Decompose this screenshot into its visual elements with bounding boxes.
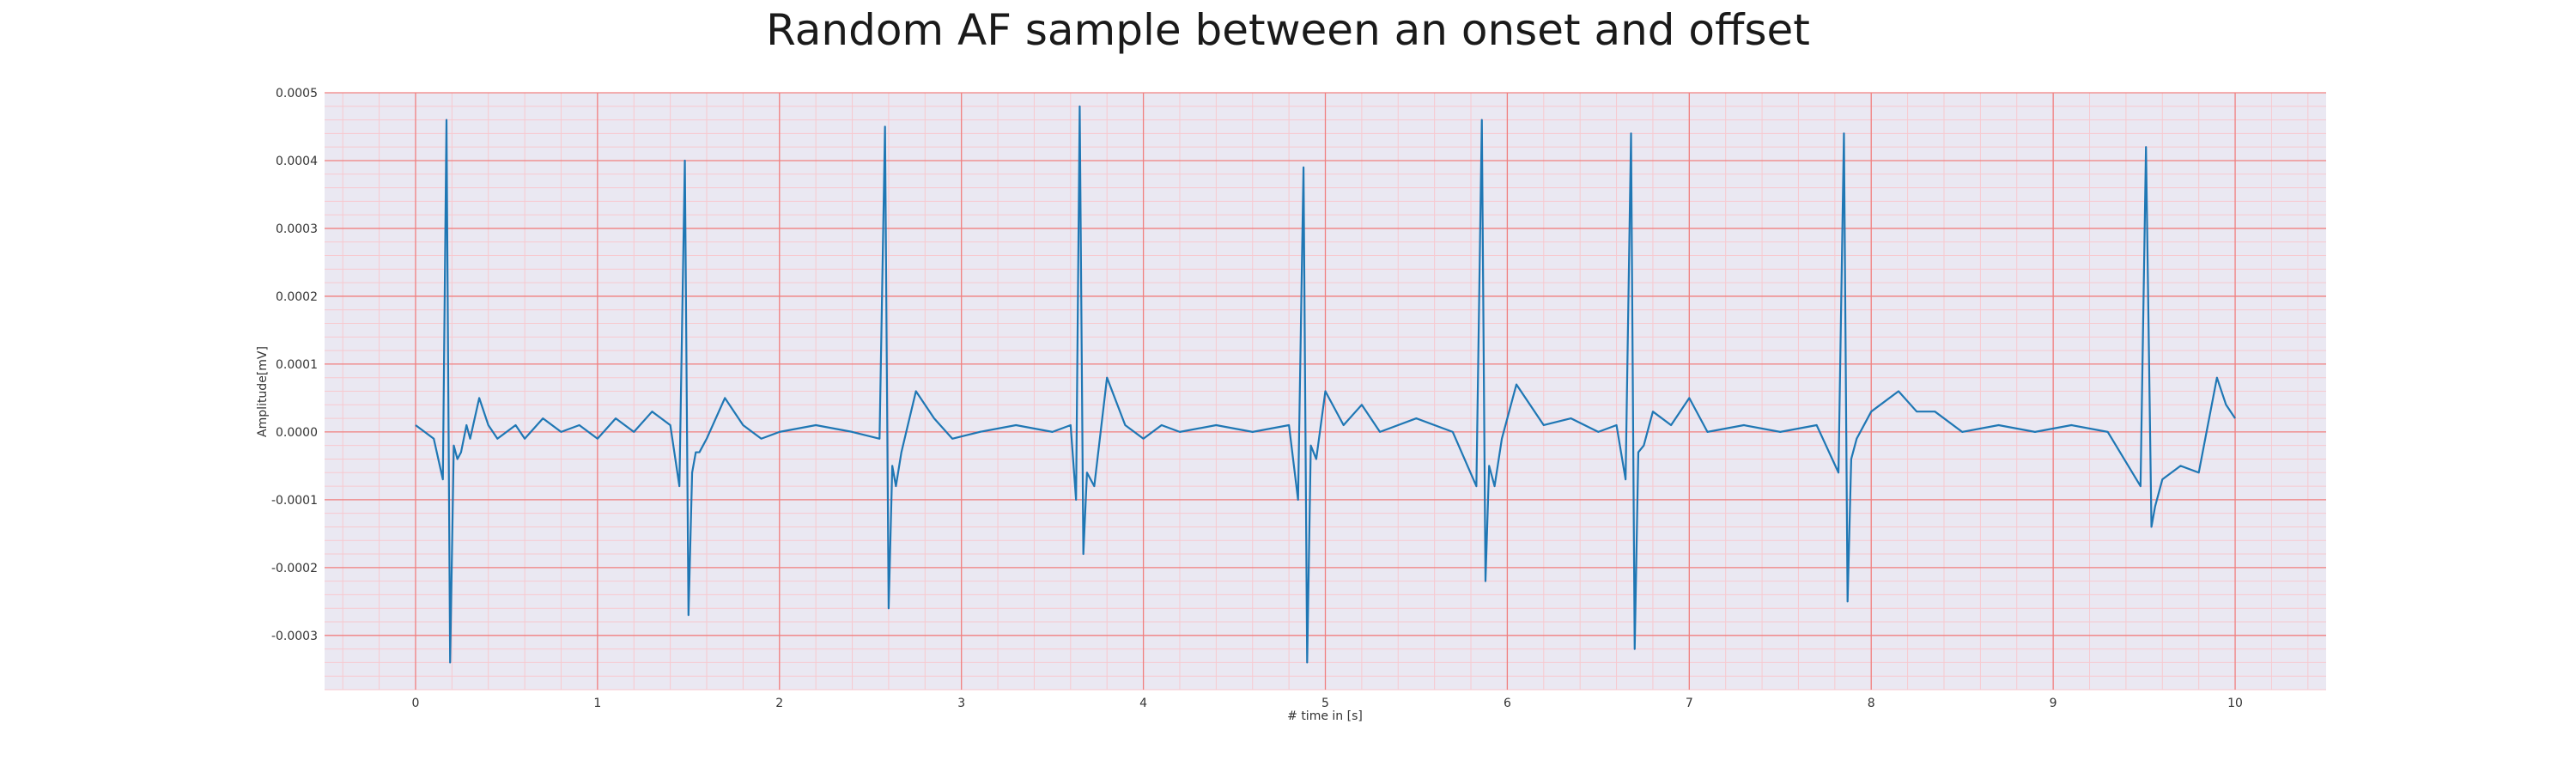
x-axis-label: # time in [s] [1287,709,1363,723]
x-tick-label: 2 [775,697,783,710]
y-tick-label: -0.0001 [271,494,318,508]
y-tick-label: 0.0000 [276,426,318,440]
y-tick-label: 0.0003 [276,222,318,236]
x-tick-label: 0 [411,697,419,710]
y-tick-label: 0.0001 [276,358,318,372]
y-tick-label: 0.0002 [276,290,318,304]
x-tick-label: 7 [1686,697,1693,710]
series-line-ecg [415,105,2236,664]
y-tick-label: 0.0005 [276,87,318,100]
x-tick-label: 9 [2050,697,2057,710]
x-tick-label: 6 [1504,697,1511,710]
x-tick-label: 4 [1139,697,1147,710]
x-tick-label: 10 [2227,697,2243,710]
y-tick-label: -0.0002 [271,562,318,575]
x-tick-label: 5 [1321,697,1329,710]
x-tick-label: 8 [1868,697,1875,710]
y-tick-label: 0.0004 [276,155,318,168]
x-tick-label: 3 [957,697,965,710]
y-axis-label: Amplitude[mV] [256,346,270,437]
x-tick-label: 1 [593,697,601,710]
chart-title: Random AF sample between an onset and of… [766,5,1810,55]
major-grid [325,92,2326,690]
x-axis-ticks: 0 1 2 3 4 5 6 7 8 9 10 [411,697,2242,710]
y-tick-label: -0.0003 [271,630,318,643]
y-axis-ticks: 0.0005 0.0004 0.0003 0.0002 0.0001 0.0000 -0.0… [271,87,318,643]
